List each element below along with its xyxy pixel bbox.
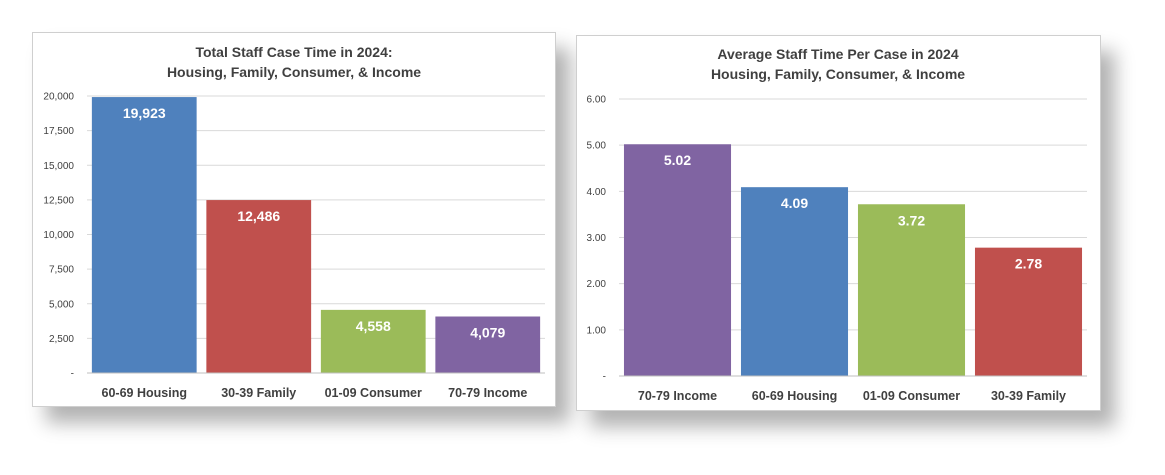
y-tick-label: 20,000 <box>43 92 74 103</box>
data-label: 4,558 <box>356 318 391 334</box>
bar <box>320 309 426 373</box>
bar <box>740 187 849 376</box>
chart-panel-total-staff-time: Total Staff Case Time in 2024: Housing, … <box>32 32 556 407</box>
data-label: 4,079 <box>470 325 505 341</box>
x-category-label: 60-69 Housing <box>752 389 837 403</box>
x-category-label: 60-69 Housing <box>102 386 187 400</box>
y-tick-label: 10,000 <box>43 230 74 241</box>
bar <box>435 316 541 373</box>
x-category-label: 70-79 Income <box>638 389 717 403</box>
y-tick-label: 4.00 <box>587 187 607 198</box>
x-category-label: 01-09 Consumer <box>863 389 960 403</box>
data-label: 2.78 <box>1015 256 1042 272</box>
y-tick-label: 2,500 <box>49 334 74 345</box>
bar <box>857 204 966 376</box>
y-tick-label: 3.00 <box>587 233 607 244</box>
chart-title: Total Staff Case Time in 2024: <box>195 44 392 60</box>
y-tick-label: 1.00 <box>587 325 607 336</box>
y-tick-label: 6.00 <box>587 95 607 106</box>
y-tick-label: 5,000 <box>49 299 74 310</box>
y-tick-label: 7,500 <box>49 265 74 276</box>
chart-total-staff-case-time: Total Staff Case Time in 2024: Housing, … <box>43 44 545 400</box>
y-tick-label: 17,500 <box>43 126 74 137</box>
chart-subtitle: Housing, Family, Consumer, & Income <box>711 66 965 82</box>
x-category-label: 70-79 Income <box>448 386 527 400</box>
y-tick-label: 5.00 <box>587 141 607 152</box>
chart-average-staff-time-per-case: Average Staff Time Per Case in 2024 Hous… <box>587 46 1087 403</box>
bar <box>206 200 312 373</box>
data-label: 12,486 <box>237 208 280 224</box>
data-label: 3.72 <box>898 212 925 228</box>
y-tick-label: - <box>71 369 74 380</box>
bar <box>91 97 197 373</box>
y-tick-label: 15,000 <box>43 161 74 172</box>
x-category-label: 30-39 Family <box>991 389 1066 403</box>
data-label: 5.02 <box>664 152 691 168</box>
bar <box>623 144 732 376</box>
y-tick-label: 12,500 <box>43 195 74 206</box>
bar <box>974 247 1083 376</box>
chart-title: Average Staff Time Per Case in 2024 <box>717 46 958 62</box>
y-tick-label: 2.00 <box>587 279 607 290</box>
data-label: 4.09 <box>781 195 808 211</box>
y-tick-label: - <box>603 372 606 383</box>
x-category-label: 01-09 Consumer <box>325 386 422 400</box>
data-label: 19,923 <box>123 105 166 121</box>
x-category-label: 30-39 Family <box>221 386 296 400</box>
chart-subtitle: Housing, Family, Consumer, & Income <box>167 64 421 80</box>
chart-panel-average-staff-time: Average Staff Time Per Case in 2024 Hous… <box>576 35 1101 411</box>
